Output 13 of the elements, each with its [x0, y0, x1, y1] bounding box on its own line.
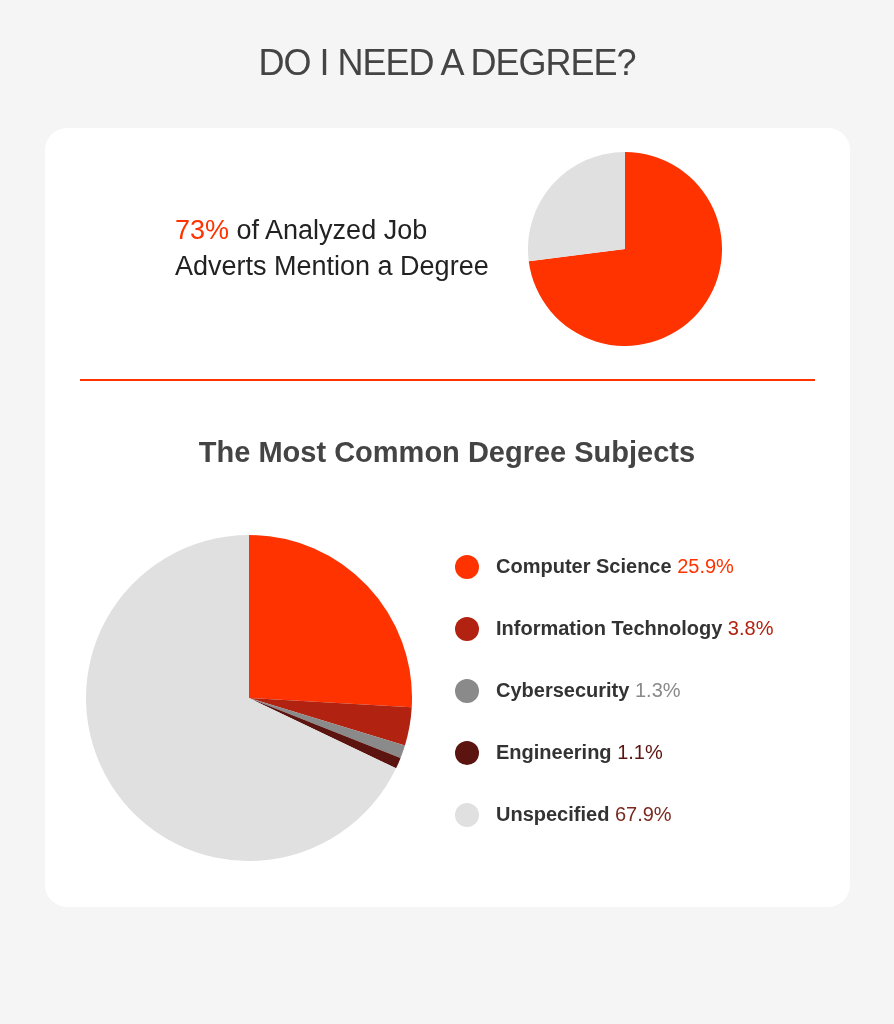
chart-title: DO I NEED A DEGREE?	[257, 42, 637, 84]
data-label: 3.8%	[726, 617, 774, 640]
chart-title: The Most Common Degree Subjects	[197, 436, 697, 469]
legend-label: Information Technology	[496, 617, 723, 640]
text: 73% of Analyzed Job Adverts Mention a Degree	[175, 214, 490, 283]
data-label: 67.9%	[613, 803, 672, 826]
legend-label: Computer Science	[496, 555, 672, 578]
legend-label: Cybersecurity	[496, 679, 630, 702]
legend-label: Engineering	[496, 741, 612, 764]
data-label: 1.3%	[633, 679, 681, 702]
data-label: 1.1%	[616, 741, 663, 764]
data-label: 25.9%	[676, 555, 734, 578]
legend-label: Unspecified	[496, 803, 610, 826]
